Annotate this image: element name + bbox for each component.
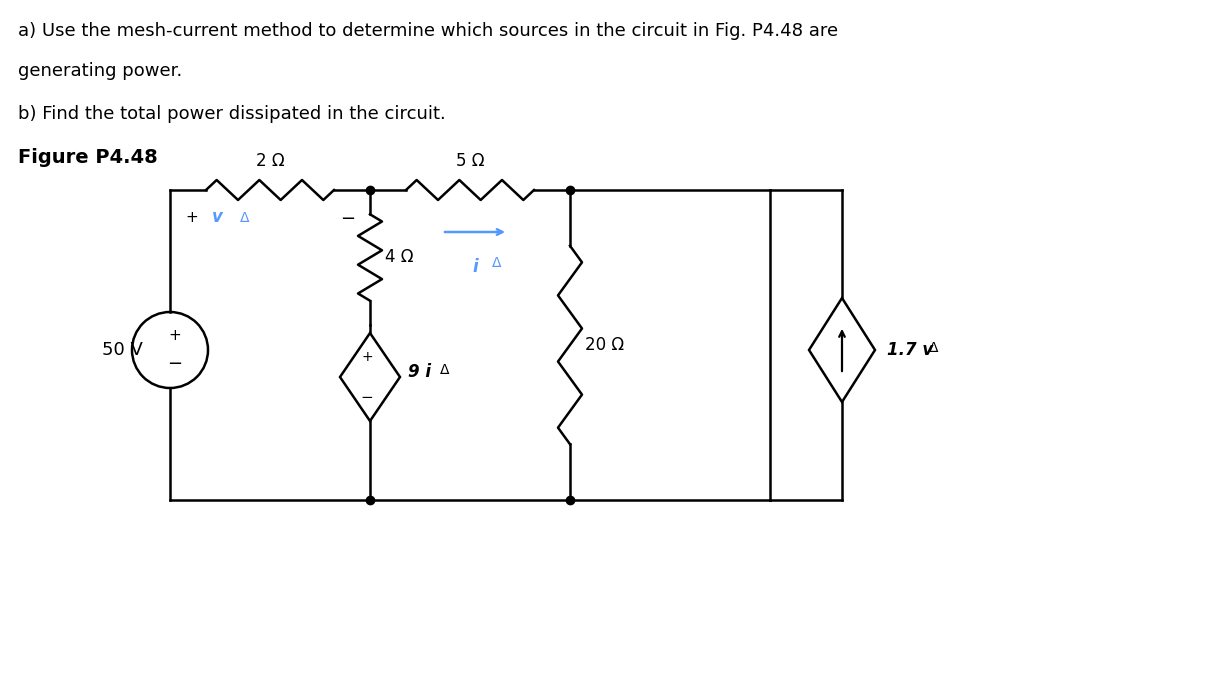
Text: 2 Ω: 2 Ω [256,152,285,170]
Text: Δ: Δ [929,341,938,355]
Text: −: − [361,389,374,405]
Text: 20 Ω: 20 Ω [585,336,625,354]
Text: 1.7 v: 1.7 v [886,341,933,359]
Text: Δ: Δ [240,211,250,225]
Text: 9 i: 9 i [408,363,431,381]
Text: i: i [472,258,478,276]
Text: 4 Ω: 4 Ω [385,248,414,267]
Text: −: − [340,210,355,228]
Text: Figure P4.48: Figure P4.48 [18,148,158,167]
Text: a) Use the mesh-current method to determine which sources in the circuit in Fig.: a) Use the mesh-current method to determ… [18,22,838,40]
Text: Δ: Δ [440,363,450,377]
Text: generating power.: generating power. [18,62,182,80]
Text: v: v [212,208,223,226]
Text: Δ: Δ [492,256,502,270]
Text: +: + [185,210,198,225]
Text: 50 V: 50 V [103,341,142,359]
Text: +: + [169,328,181,344]
Text: 5 Ω: 5 Ω [456,152,485,170]
Text: −: − [168,355,182,373]
Text: b) Find the total power dissipated in the circuit.: b) Find the total power dissipated in th… [18,105,446,123]
Text: +: + [361,350,373,364]
